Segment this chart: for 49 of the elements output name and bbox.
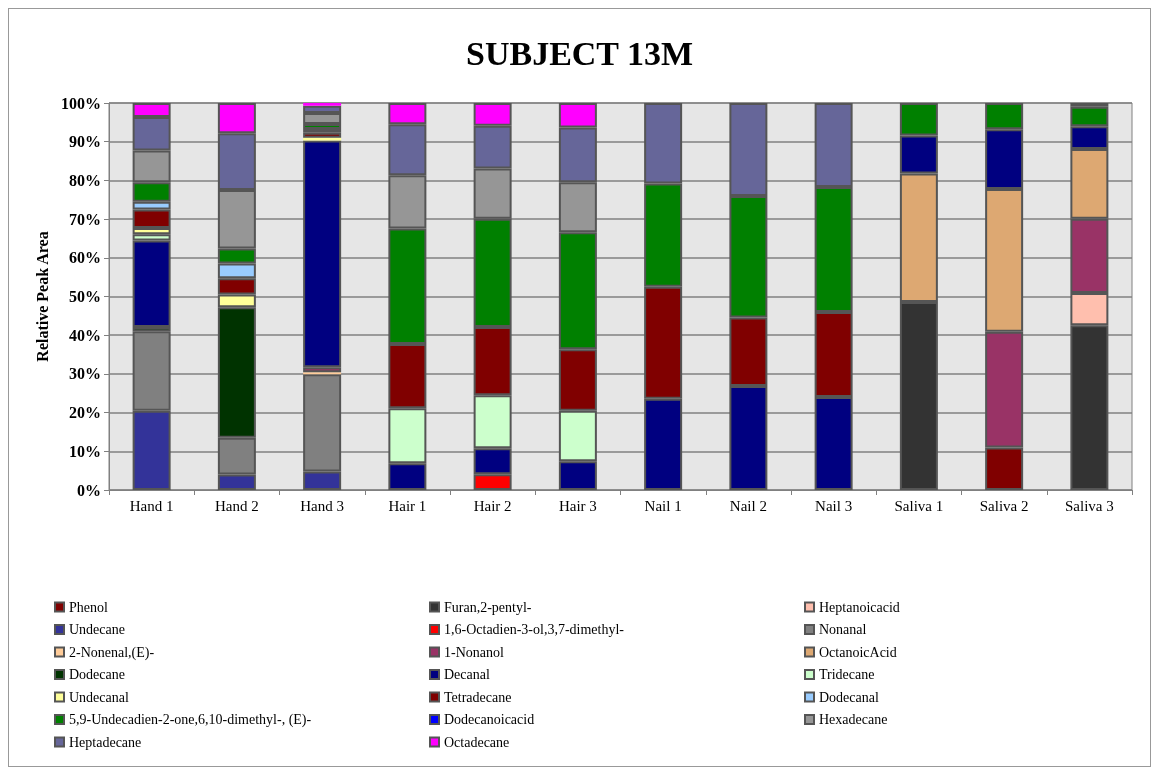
legend-label: 1-Nonanol bbox=[444, 644, 504, 660]
chart-title: SUBJECT 13M bbox=[465, 34, 694, 72]
bar bbox=[303, 140, 342, 368]
legend-label: Tetradecane bbox=[444, 689, 512, 705]
y-tick-label: 30% bbox=[69, 365, 101, 383]
legend-label: Dodecanal bbox=[819, 689, 879, 705]
legend-label: Decanal bbox=[444, 667, 490, 682]
legend-label: Undecane bbox=[69, 622, 125, 637]
x-tick-label: Hair 3 bbox=[558, 497, 597, 514]
x-tick-label: Hand 2 bbox=[215, 497, 259, 514]
y-tick-label: 10% bbox=[69, 442, 101, 460]
x-tick-label: Saliva 1 bbox=[894, 497, 944, 514]
legend-label: Hexadecane bbox=[819, 712, 888, 727]
y-tick-label: 60% bbox=[69, 249, 101, 267]
y-tick-label: 0% bbox=[77, 481, 101, 499]
x-tick-label: Hair 2 bbox=[473, 497, 512, 514]
y-tick-label: 90% bbox=[69, 133, 101, 151]
legend-label: Phenol bbox=[69, 599, 108, 615]
legend-label: Octadecane bbox=[444, 734, 510, 750]
x-tick-label: Hand 1 bbox=[129, 497, 174, 514]
legend-label: Heptanoicacid bbox=[819, 599, 900, 615]
legend-label: Undecanal bbox=[69, 689, 129, 705]
legend-label: Dodecanoicacid bbox=[444, 712, 535, 727]
legend-label: 2-Nonenal,(E)- bbox=[69, 644, 155, 661]
y-tick-label: 20% bbox=[69, 404, 101, 422]
y-tick-label: 70% bbox=[69, 210, 101, 228]
y-axis-title: Relative Peak Area bbox=[33, 231, 51, 362]
x-tick-label: Saliva 2 bbox=[979, 497, 1029, 514]
legend-label: OctanoicAcid bbox=[819, 644, 897, 660]
legend-label: Heptadecane bbox=[69, 734, 142, 750]
x-tick-label: Nail 1 bbox=[644, 497, 682, 514]
x-tick-label: Hair 1 bbox=[388, 497, 427, 514]
x-tick-label: Hand 3 bbox=[300, 497, 344, 514]
bar bbox=[303, 137, 342, 141]
legend-label: Dodecane bbox=[69, 667, 125, 682]
legend-label: 1,6-Octadien-3-ol,3,7-dimethyl- bbox=[444, 622, 625, 637]
x-tick-label: Saliva 3 bbox=[1065, 497, 1114, 514]
y-tick-label: 40% bbox=[69, 326, 101, 344]
bar bbox=[303, 103, 342, 106]
y-tick-label: 50% bbox=[69, 288, 101, 305]
legend-label: Tridecane bbox=[819, 667, 875, 682]
y-tick-label: 80% bbox=[69, 171, 101, 189]
legend-label: Furan,2-pentyl- bbox=[444, 599, 532, 615]
y-tick-label: 100% bbox=[61, 94, 101, 112]
x-tick-label: Nail 2 bbox=[729, 497, 767, 514]
x-tick-label: Nail 3 bbox=[815, 497, 853, 514]
legend-label: 5,9-Undecadien-2-one,6,10-dimethyl-, (E)- bbox=[69, 712, 312, 728]
legend-label: Nonanal bbox=[819, 622, 867, 637]
bar bbox=[303, 132, 342, 138]
